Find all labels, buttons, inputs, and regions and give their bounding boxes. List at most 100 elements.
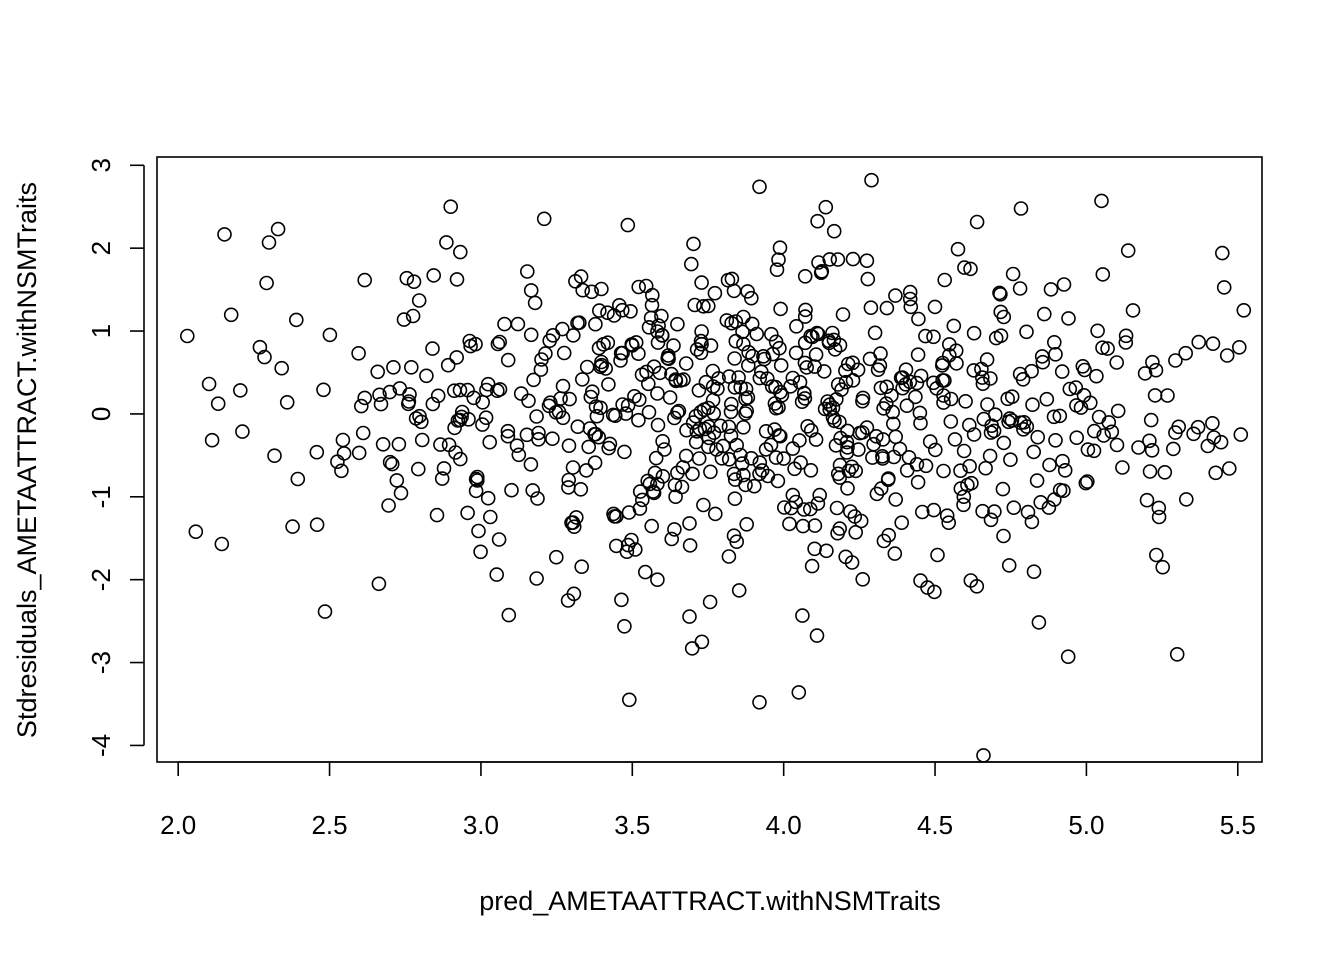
- data-point: [1094, 193, 1109, 209]
- data-point: [879, 300, 895, 316]
- data-point: [749, 326, 765, 342]
- data-point: [783, 500, 799, 516]
- y-tick-label: -3: [86, 651, 116, 674]
- data-point: [1200, 438, 1216, 454]
- data-point: [533, 362, 549, 377]
- data-point: [996, 309, 1012, 325]
- data-point: [401, 394, 417, 409]
- data-point: [555, 410, 571, 426]
- data-point: [868, 428, 884, 444]
- data-point: [993, 328, 1009, 344]
- data-point: [570, 315, 585, 331]
- data-point: [1052, 482, 1068, 498]
- data-point: [1178, 345, 1193, 361]
- data-point: [566, 586, 582, 602]
- data-point: [425, 341, 440, 356]
- data-point: [523, 283, 539, 298]
- data-point: [976, 748, 991, 763]
- data-point: [909, 456, 925, 472]
- data-point: [911, 311, 926, 327]
- data-point: [759, 371, 775, 387]
- data-point: [274, 360, 290, 376]
- data-point: [1073, 400, 1089, 415]
- data-point: [309, 444, 325, 460]
- data-point: [829, 500, 845, 516]
- data-point: [800, 418, 815, 434]
- data-point: [1168, 353, 1183, 368]
- data-point: [978, 460, 993, 476]
- data-point: [640, 376, 656, 392]
- data-point: [468, 471, 484, 487]
- data-point: [721, 419, 737, 435]
- data-point: [666, 338, 681, 353]
- data-point: [285, 519, 300, 534]
- data-point: [752, 466, 767, 482]
- data-point: [469, 469, 485, 485]
- data-point: [648, 450, 664, 466]
- data-point: [865, 450, 880, 465]
- data-point: [1075, 358, 1091, 374]
- data-point: [1019, 324, 1034, 340]
- data-point: [434, 471, 450, 486]
- data-point: [655, 468, 671, 484]
- data-point: [809, 628, 825, 643]
- data-point: [556, 345, 572, 361]
- data-point: [953, 463, 968, 479]
- data-point: [509, 438, 525, 454]
- data-point: [436, 461, 452, 476]
- data-point: [475, 417, 490, 432]
- x-tick-label: 4.5: [917, 810, 953, 840]
- data-point: [1109, 355, 1124, 370]
- data-point: [489, 567, 505, 582]
- data-point: [607, 408, 623, 424]
- data-point: [1015, 371, 1031, 387]
- data-point: [564, 515, 579, 531]
- data-point: [825, 325, 840, 341]
- data-point: [803, 462, 819, 478]
- data-point: [617, 444, 632, 460]
- data-point: [627, 542, 643, 557]
- data-point: [676, 372, 691, 387]
- data-point: [589, 408, 605, 424]
- data-point: [936, 395, 951, 410]
- data-point: [1191, 334, 1206, 350]
- x-tick-label: 2.5: [311, 810, 347, 840]
- data-point: [575, 282, 591, 298]
- data-point: [1120, 243, 1136, 258]
- y-axis: 3 2 1 0 -1 -2 -3 -4: [86, 158, 145, 757]
- data-point: [351, 345, 366, 361]
- data-point: [1142, 433, 1157, 449]
- data-point: [606, 506, 621, 522]
- data-point: [758, 423, 774, 439]
- data-point: [668, 489, 683, 505]
- data-point: [591, 303, 607, 318]
- data-point: [425, 396, 441, 412]
- data-point: [1091, 409, 1107, 425]
- data-point: [330, 454, 345, 470]
- data-point: [1131, 440, 1146, 455]
- data-point: [910, 474, 926, 490]
- data-point: [710, 381, 725, 397]
- data-point: [703, 464, 718, 480]
- data-point: [996, 528, 1011, 544]
- data-point: [1006, 500, 1022, 516]
- data-point: [860, 271, 876, 287]
- data-point: [899, 398, 915, 414]
- data-point: [523, 457, 539, 472]
- data-point: [776, 451, 792, 466]
- data-point: [688, 434, 704, 450]
- data-point: [728, 314, 744, 329]
- data-point: [709, 442, 724, 457]
- data-point: [1205, 415, 1220, 431]
- data-point: [531, 425, 546, 441]
- data-point: [956, 497, 971, 513]
- data-point: [396, 312, 412, 327]
- data-point: [382, 384, 398, 400]
- data-point: [845, 372, 861, 388]
- data-point: [491, 532, 507, 547]
- data-point: [828, 438, 844, 453]
- data-point: [785, 370, 801, 386]
- data-point: [579, 359, 595, 375]
- data-point: [631, 412, 646, 428]
- data-point: [941, 515, 957, 531]
